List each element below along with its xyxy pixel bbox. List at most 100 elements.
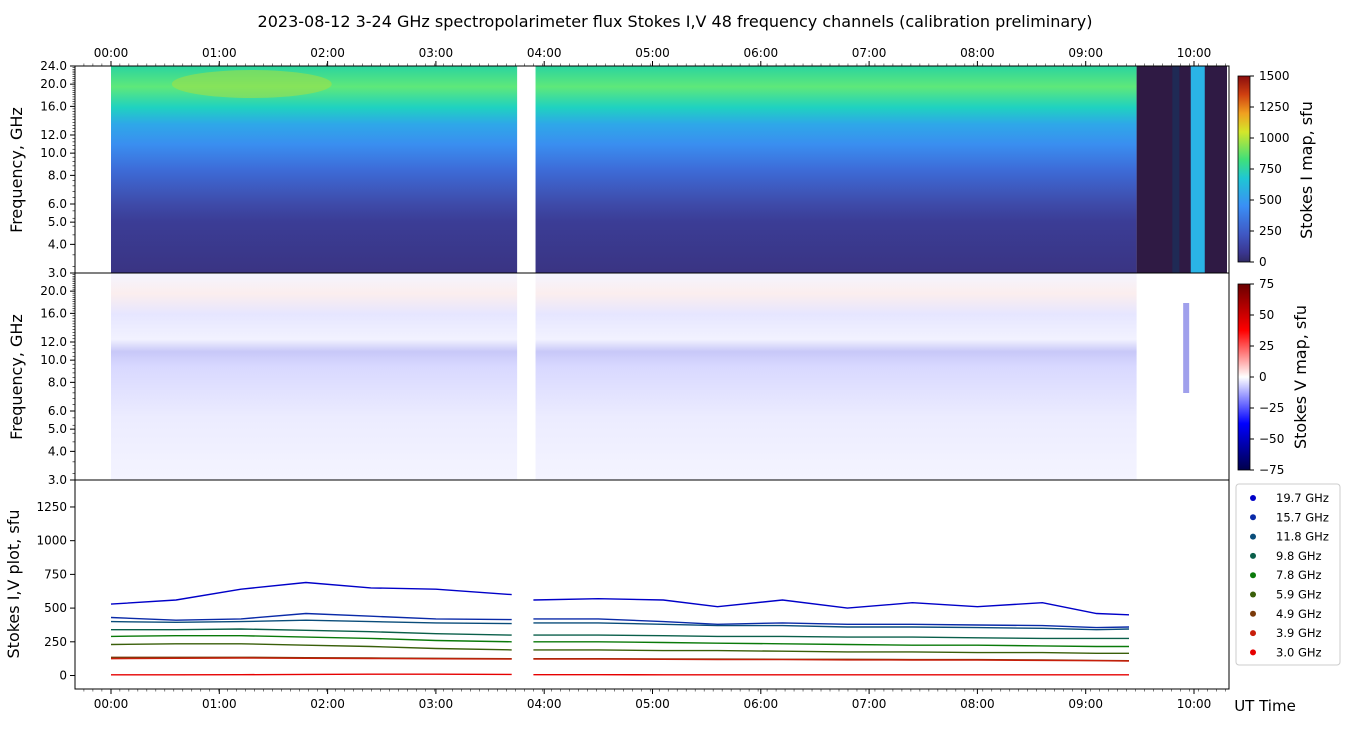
series-line [533,642,1129,647]
x-top-tick-label: 06:00 [744,46,779,60]
legend-label: 9.8 GHz [1276,549,1322,563]
legend-marker [1250,514,1256,520]
legend-marker [1250,630,1256,636]
legend-label: 19.7 GHz [1276,491,1329,505]
plot-y-tick-label: 500 [44,601,67,615]
x-axis-label: UT Time [1234,697,1296,715]
plot-x-tick-label: 07:00 [852,697,887,711]
colorbar-i-tick-label: 0 [1259,255,1267,269]
legend-label: 5.9 GHz [1276,588,1322,602]
stokes-i-heatmap-segment [536,66,1137,273]
y-tick-label-i: 3.0 [48,266,67,280]
series-line [533,650,1129,653]
colorbar-label-v: Stokes V map, sfu [1291,305,1310,449]
colorbar-v-tick-label: 0 [1259,370,1267,384]
series-line [111,644,512,650]
y-tick-label-v: 6.0 [48,404,67,418]
chart-title: 2023-08-12 3-24 GHz spectropolarimeter f… [258,12,1093,31]
y-axis-label-i: Frequency, GHz [7,107,26,233]
legend-label: 15.7 GHz [1276,510,1329,524]
colorbar-i-tick-label: 1250 [1259,100,1290,114]
series-line [111,658,512,659]
stokes-v-blue-band [1183,303,1189,393]
x-top-tick-label: 08:00 [960,46,995,60]
y-tick-label-v: 3.0 [48,473,67,487]
y-tick-label-i: 6.0 [48,197,67,211]
y-tick-label-i: 24.0 [40,59,67,73]
legend-marker [1250,592,1256,598]
stokes-i-dark-segment [1137,66,1227,273]
legend-marker [1250,495,1256,501]
stokes-i-map-panel: 3.0 4.0 5.0 6.0 8.0 10.0 12.0 16.0 20.0 24.0 00:00… [40,46,1289,280]
colorbar-i-tick-label: 1000 [1259,131,1290,145]
legend-label: 3.0 GHz [1276,645,1322,659]
stokes-i-bright-band [1191,66,1205,273]
plot-x-tick-label: 05:00 [635,697,670,711]
plot-y-tick-label: 0 [59,669,67,683]
colorbar-label-i: Stokes I map, sfu [1297,101,1316,239]
x-top-tick-label: 05:00 [635,46,670,60]
stokes-i-heatmap-segment [111,66,517,273]
colorbar-i-tick-label: 750 [1259,162,1282,176]
colorbar-i [1238,76,1250,262]
plot-x-tick-label: 06:00 [744,697,779,711]
x-top-tick-label: 09:00 [1068,46,1103,60]
stokes-i-hotspot [172,70,332,98]
y-tick-label-i: 10.0 [40,146,67,160]
plot-x-tick-label: 10:00 [1177,697,1212,711]
series-line [111,674,512,675]
plot-x-tick-label: 04:00 [527,697,562,711]
y-tick-label-i: 4.0 [48,237,67,251]
legend-marker [1250,553,1256,559]
y-tick-label-v: 8.0 [48,375,67,389]
legend-marker [1250,611,1256,617]
y-tick-label-i: 20.0 [40,77,67,91]
series-line [533,599,1129,615]
plot-x-tick-label: 08:00 [960,697,995,711]
colorbar-v-tick-label: −75 [1259,463,1284,477]
plot-y-tick-label: 1000 [36,534,67,548]
plot-x-tick-label: 00:00 [94,697,129,711]
y-tick-label-i: 5.0 [48,215,67,229]
plot-x-tick-label: 02:00 [310,697,345,711]
plot-x-tick-label: 01:00 [202,697,237,711]
x-top-tick-label: 00:00 [94,46,129,60]
colorbar-i-tick-label: 500 [1259,193,1282,207]
plot-y-tick-label: 250 [44,635,67,649]
series-line [533,635,1129,638]
legend-label: 3.9 GHz [1276,626,1322,640]
stokes-v-map-panel: 3.04.05.06.08.010.012.016.020.07550250−2… [40,273,1284,487]
plot-x-tick-label: 03:00 [419,697,454,711]
y-tick-label-i: 12.0 [40,128,67,142]
stokes-v-heatmap-segment [111,273,517,480]
x-top-tick-label: 03:00 [419,46,454,60]
x-top-tick-label: 10:00 [1177,46,1212,60]
stokes-i-dark-band [1172,66,1179,273]
plot-y-tick-label: 750 [44,567,67,581]
colorbar-v-tick-label: 75 [1259,277,1274,291]
y-tick-label-v: 16.0 [40,306,67,320]
colorbar-i-tick-label: 250 [1259,224,1282,238]
series-line [111,629,512,635]
plot-y-tick-label: 1250 [36,500,67,514]
x-top-tick-label: 07:00 [852,46,887,60]
y-tick-label-i: 16.0 [40,99,67,113]
colorbar-i-tick-label: 1500 [1259,69,1290,83]
series-line [111,620,512,623]
y-axis-label-plot: Stokes I,V plot, sfu [4,510,23,659]
x-top-tick-label: 04:00 [527,46,562,60]
y-tick-label-v: 4.0 [48,444,67,458]
y-tick-label-i: 8.0 [48,168,67,182]
colorbar-v-tick-label: −25 [1259,401,1284,415]
plot-x-tick-label: 09:00 [1068,697,1103,711]
legend-marker [1250,572,1256,578]
y-tick-label-v: 20.0 [40,284,67,298]
series-line [111,636,512,642]
legend-label: 4.9 GHz [1276,607,1322,621]
colorbar-v-tick-label: −50 [1259,432,1284,446]
y-axis-label-v: Frequency, GHz [7,314,26,440]
legend-marker [1250,649,1256,655]
